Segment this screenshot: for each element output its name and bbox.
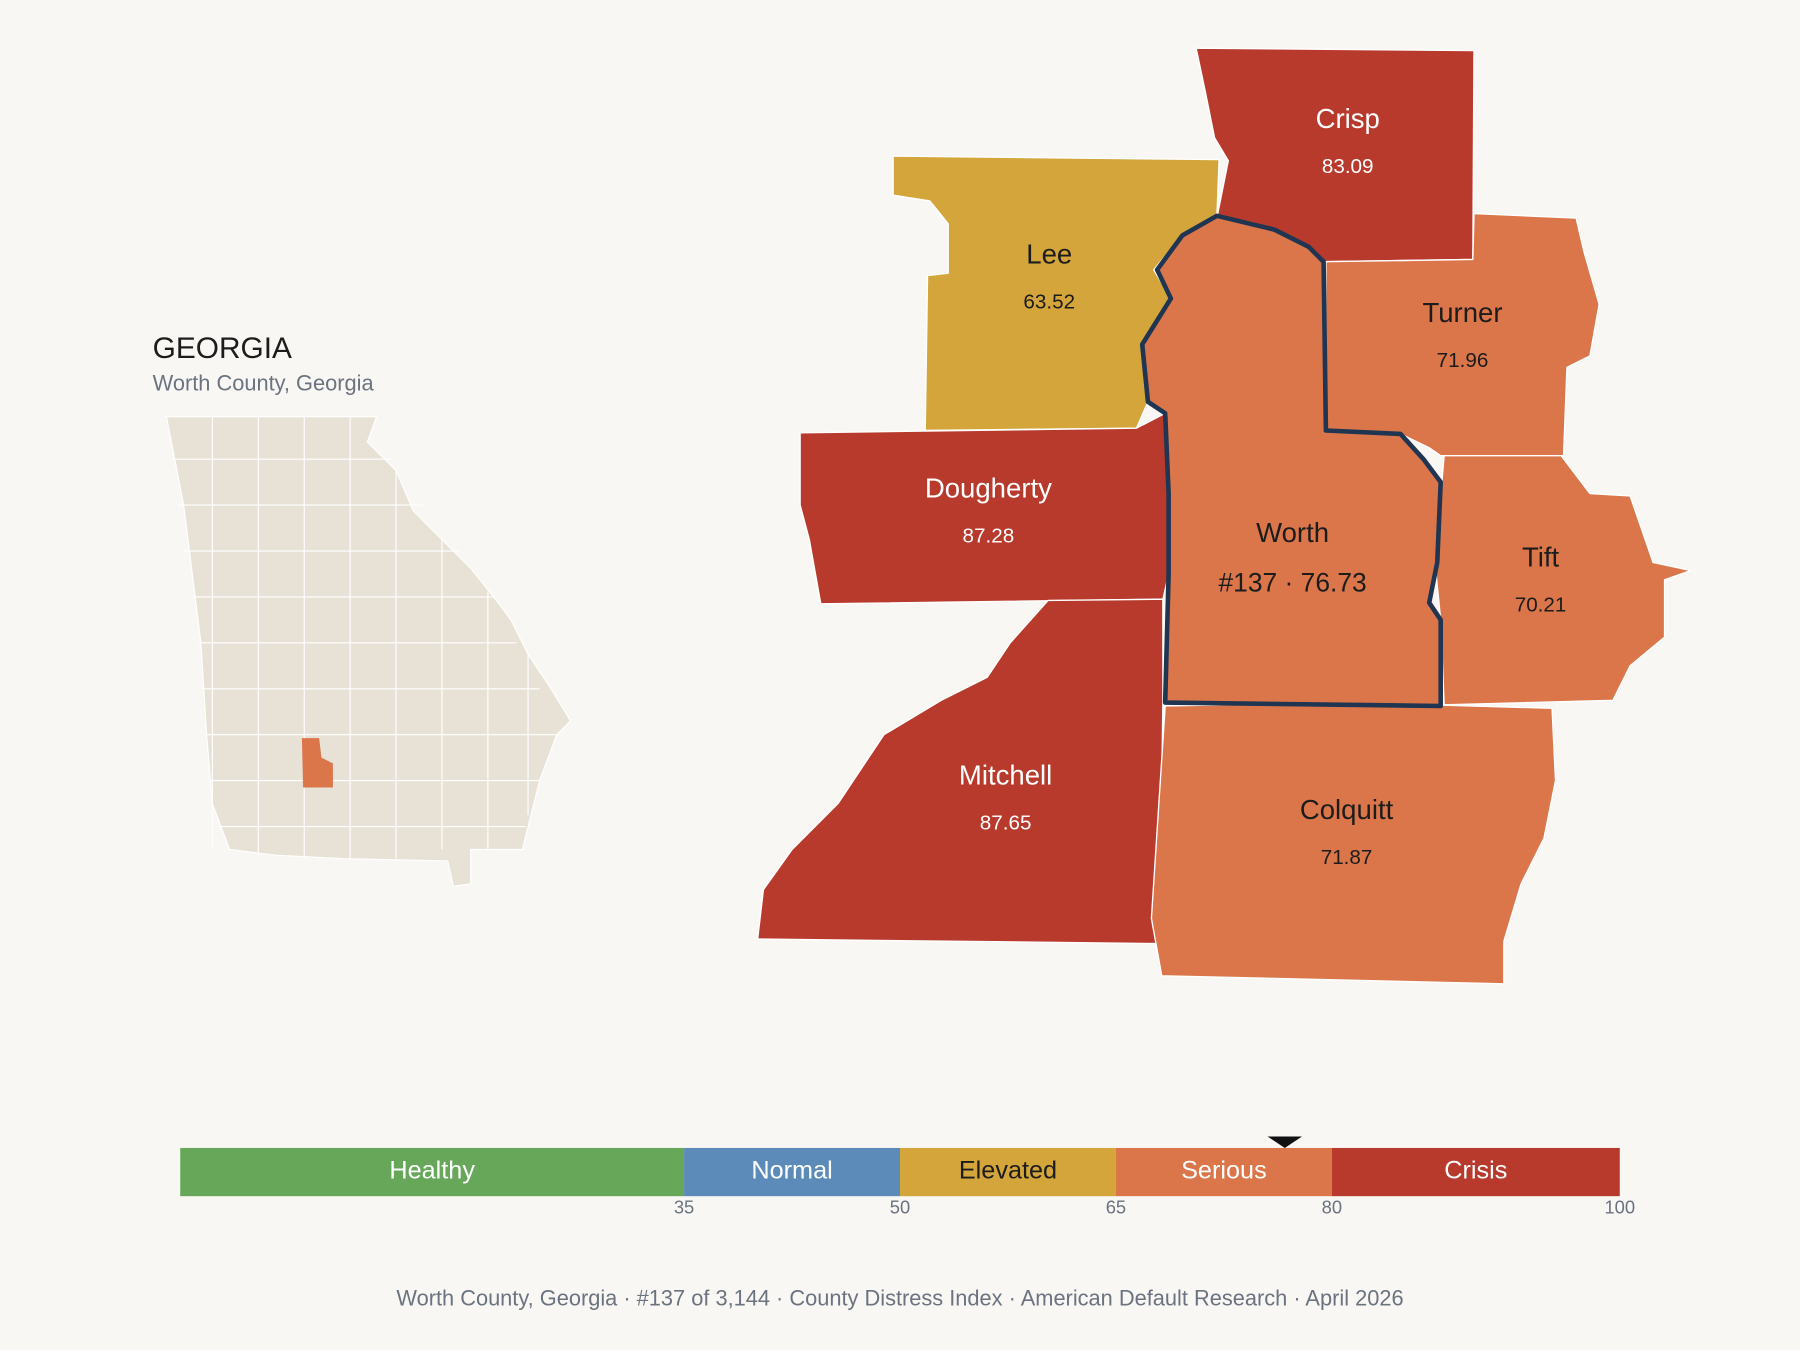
county-value: 63.52 — [1023, 291, 1075, 314]
county-name: Turner — [1422, 297, 1502, 328]
scale-segment — [900, 1147, 1116, 1197]
scale-segment — [1115, 1147, 1332, 1197]
scale-segment — [180, 1147, 685, 1197]
county-name: Mitchell — [959, 759, 1052, 790]
scale-tick-label: 50 — [890, 1197, 910, 1218]
county-name: Tift — [1522, 541, 1560, 572]
county-value: 83.09 — [1322, 155, 1374, 178]
scale-tick-label: 80 — [1322, 1197, 1342, 1218]
scale-segment-label: Healthy — [389, 1157, 475, 1185]
county-name: Crisp — [1316, 103, 1380, 134]
county-value: 87.28 — [963, 525, 1015, 548]
highlighted-county — [301, 738, 333, 788]
scale-segment — [684, 1147, 900, 1197]
scale-segment-label: Crisis — [1444, 1157, 1507, 1185]
county-value: 87.65 — [980, 812, 1032, 835]
state-subtitle: Worth County, Georgia — [153, 370, 375, 395]
scale-segment — [1331, 1147, 1620, 1197]
state-map — [165, 416, 572, 887]
scale-segment-label: Normal — [751, 1157, 832, 1185]
county-name: Dougherty — [925, 472, 1052, 503]
scale-legend: Healthy Normal Elevated Serious Crisis 35 50 65… — [180, 1136, 1635, 1218]
county-map: Crisp 83.09 Lee 63.52 Turner 71.96 Dougherty 87… — [756, 47, 1692, 985]
county-shape — [1150, 701, 1557, 985]
county-shape — [1139, 213, 1443, 709]
county-value: 70.21 — [1515, 594, 1567, 617]
footer: Worth County, Georgia · #137 of 3,144 · … — [396, 1285, 1403, 1310]
scale-tick-label: 100 — [1604, 1197, 1635, 1218]
county-borders — [172, 416, 557, 859]
scale-tick-label: 35 — [674, 1197, 694, 1218]
county-shape — [799, 412, 1170, 605]
scale-marker — [1267, 1136, 1303, 1148]
county-name: Colquitt — [1300, 794, 1394, 825]
scale-segment-label: Serious — [1181, 1157, 1267, 1185]
county-value: #137 · 76.73 — [1219, 567, 1367, 597]
county-value: 71.96 — [1437, 349, 1489, 372]
county-name: Worth — [1256, 517, 1329, 548]
scale-tick-label: 65 — [1106, 1197, 1126, 1218]
county-name: Lee — [1026, 238, 1072, 269]
state-title: GEORGIA — [153, 332, 292, 365]
scale-segment-label: Elevated — [959, 1157, 1057, 1185]
county-value: 71.87 — [1321, 846, 1373, 869]
